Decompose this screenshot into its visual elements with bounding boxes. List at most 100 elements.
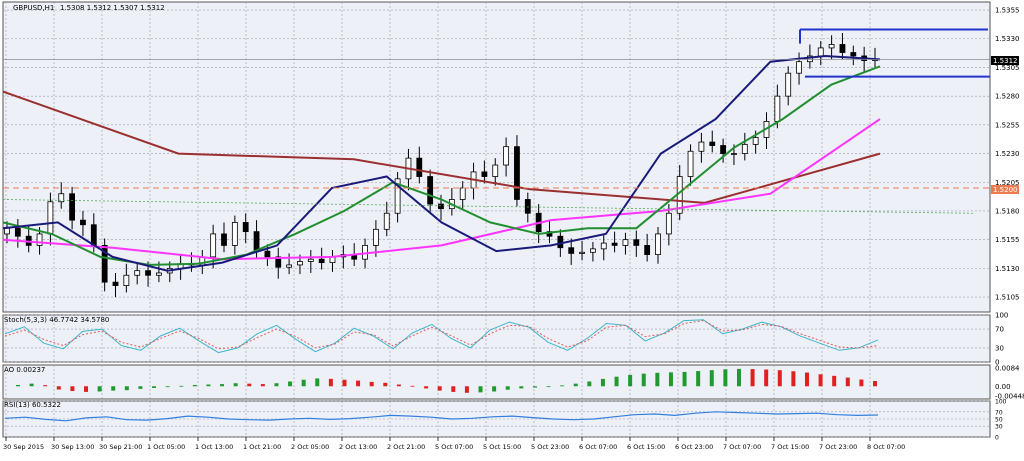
candle-body [698,141,705,152]
ao-bar [437,386,442,391]
rsi-y-tick: 70 [995,409,1003,416]
ao-bar [396,384,401,387]
ao-panel [2,364,991,400]
x-tick-label: 5 Oct 23:00 [531,443,569,451]
candle-body [579,251,585,254]
ao-bar [260,384,265,387]
ao-bar [383,382,388,387]
x-tick-label: 2 Oct 21:00 [387,443,425,451]
price-y-tick: 1.5280 [995,93,1020,101]
ao-bar [614,376,619,387]
panels: 1.5355 1.5330 1.5305 1.5280 1.5255 1.5230 1.52… [2,1,1024,442]
ao-bar [736,368,741,387]
ao-bar [505,386,510,390]
candle-body [372,228,379,246]
candle-body [720,145,726,154]
stoch-y-tick: 30 [995,344,1004,352]
x-tick-label: 8 Oct 07:00 [867,443,905,451]
candle-body [590,248,596,253]
candle-body [318,258,325,264]
ao-bar [696,371,701,387]
price-y-tick: 1.5305 [995,64,1020,72]
x-tick-label: 2 Oct 05:00 [291,443,329,451]
candle-body [774,95,781,122]
candle-body [231,222,238,246]
ao-bar [750,369,755,387]
ao-bar [206,384,211,387]
x-tick-label: 2 Oct 13:00 [339,443,377,451]
candle-body [557,235,564,249]
price-y-tick: 1.5255 [995,121,1020,129]
ao-bar [451,386,456,392]
ao-bar [818,374,823,387]
price-y-tick: 1.5330 [995,35,1020,43]
x-tick-label: 7 Oct 07:00 [723,443,761,451]
ao-bar [655,372,660,387]
candle-body [665,212,672,235]
price-y-tick: 1.5180 [995,207,1020,215]
ao-title: AO 0.00237 [4,366,45,374]
stoch-title: Stoch(5,3,3) 46.7742 34.5780 [4,316,109,324]
price-y-tick: 1.5355 [995,7,1020,15]
ao-bar [532,386,537,388]
candle-body [427,176,434,205]
candle-body [600,242,607,250]
candle-body [221,233,227,246]
candle-body [297,261,303,266]
ao-bar [709,370,714,387]
candle-body [210,233,217,258]
ao-bar [56,386,61,390]
ao-bar [600,378,605,387]
ao-bar [424,386,429,389]
candle-body [14,227,21,237]
candle-body [264,250,271,258]
ao-bar [328,378,333,387]
ao-bar [288,381,293,387]
candle-body [90,224,97,246]
candle-body [655,233,661,255]
candle-body [242,222,249,233]
candle-body [145,270,151,276]
rsi-line [4,411,879,422]
rsi-layer [4,411,879,422]
ma-20-line [2,54,881,272]
price-layer [2,28,990,298]
candle-body [80,219,86,226]
ao-bar [492,386,497,392]
candle-body [155,272,162,276]
x-tick-label: 5 Oct 15:00 [483,443,521,451]
level-price-box [991,185,1019,194]
price-y-tick: 1.5130 [995,265,1020,273]
ao-bar [628,374,633,387]
x-tick-label: 6 Oct 23:00 [675,443,713,451]
candle-body [4,227,10,235]
ao-bar [641,373,646,387]
price-y-tick: 1.5155 [995,236,1020,244]
candle-body [123,274,130,286]
candle-body [828,44,835,49]
ao-bar [43,385,48,387]
x-tick-label: 5 Oct 07:00 [435,443,473,451]
rsi-y-tick: 50 [995,417,1003,424]
ao-bar [29,383,34,387]
x-tick-label: 1 Oct 21:00 [243,443,281,451]
rsi-y-tick: 30 [995,424,1003,431]
ao-bar [478,386,483,393]
candle-body [709,141,716,146]
price-title: GBPUSD,H1 [13,4,54,12]
ma-100-line [2,118,881,261]
candle-body [492,164,499,177]
ao-y-tick: -0.00448 [995,393,1024,401]
ao-bar [723,369,728,387]
candle-body [687,150,694,177]
candle-body [644,245,651,255]
candle-body [58,193,65,203]
ao-bar [791,371,796,387]
rsi-title: RSI(13) 60.5322 [4,401,61,409]
ao-bar [247,383,252,387]
candle-body [503,146,510,166]
stoch-y-tick: 70 [995,326,1004,334]
candle-body [817,47,824,57]
candle-body [459,187,466,200]
candle-body [611,242,618,246]
